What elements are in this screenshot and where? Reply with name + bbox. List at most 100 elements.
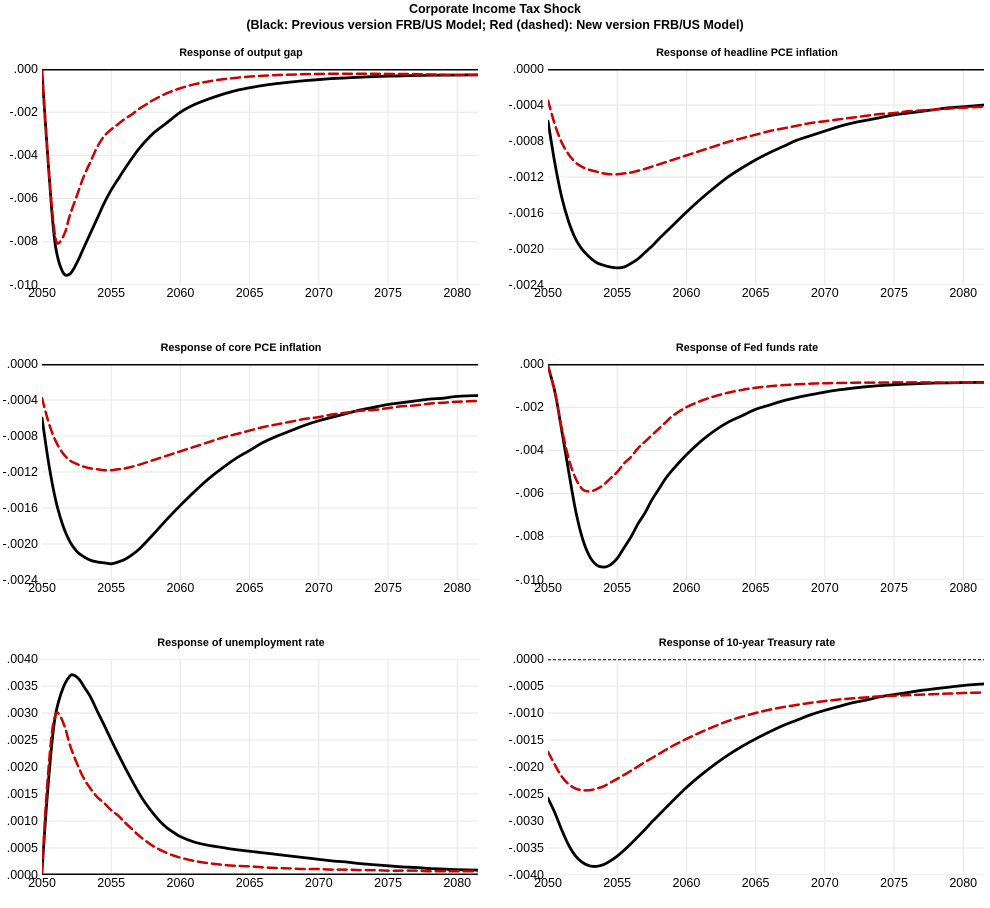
x-tick-label: 2050 bbox=[28, 876, 56, 890]
x-tick-label: 2050 bbox=[28, 286, 56, 300]
x-tick-label: 2075 bbox=[374, 581, 402, 595]
panel-title: Response of unemployment rate bbox=[157, 637, 325, 649]
x-axis-labels: 2050 2055 2060 2065 2070 2075 2080 bbox=[28, 286, 478, 301]
y-axis-labels: .000 -.002 -.004 -.006 -.008 -.010 bbox=[0, 62, 42, 291]
x-tick-label: 2070 bbox=[810, 286, 839, 300]
series-new-model-line bbox=[548, 691, 984, 792]
plot-area bbox=[548, 364, 984, 580]
x-axis-labels: 2050 2055 2060 2065 2070 2075 2080 bbox=[28, 581, 478, 596]
y-tick-label: -.0012 bbox=[508, 169, 544, 184]
x-tick-label: 2055 bbox=[97, 581, 126, 595]
y-tick-label: -.0024 bbox=[2, 572, 38, 587]
x-tick-label: 2070 bbox=[304, 581, 333, 595]
y-tick-label: -.010 bbox=[515, 572, 545, 587]
x-axis-labels: 2050 2055 2060 2065 2070 2075 2080 bbox=[534, 286, 984, 301]
y-tick-label: -.0004 bbox=[508, 97, 544, 112]
x-tick-label: 2060 bbox=[672, 876, 701, 890]
y-axis-labels: .0000 -.0005 -.0010 -.0015 -.0020 -.0025 -.003… bbox=[506, 652, 548, 881]
y-tick-label: -.0015 bbox=[508, 732, 544, 747]
x-axis-labels: 2050 2055 2060 2065 2070 2075 2080 bbox=[534, 876, 984, 891]
y-tick-label: -.010 bbox=[9, 277, 39, 292]
panel-headline-pce-inflation: Response of headline PCE inflation .0000… bbox=[506, 46, 988, 301]
x-tick-label: 2070 bbox=[810, 581, 839, 595]
y-tick-label: .000 bbox=[13, 61, 38, 76]
x-tick-label: 2060 bbox=[166, 876, 195, 890]
x-tick-label: 2055 bbox=[97, 286, 126, 300]
plot-area bbox=[548, 69, 984, 285]
y-tick-label: -.0020 bbox=[2, 536, 38, 551]
panel-unemployment-rate: Response of unemployment rate .0040 .0035… bbox=[0, 636, 482, 891]
x-axis-labels: 2050 2055 2060 2065 2070 2075 2080 bbox=[28, 876, 478, 891]
x-tick-label: 2050 bbox=[28, 581, 56, 595]
series-new-model-line bbox=[42, 711, 478, 874]
plot-area bbox=[42, 364, 478, 580]
y-axis-labels: .0040 .0035 .0030 .0025 .0020 .0015 .0010 .0005… bbox=[0, 652, 42, 881]
y-tick-label: -.006 bbox=[9, 191, 39, 206]
y-tick-label: -.0012 bbox=[2, 464, 38, 479]
panel-output-gap: Response of output gap .000 -.002 -.004 -.0… bbox=[0, 46, 482, 301]
panel-fed-funds-rate: Response of Fed funds rate .000 -.002 -.00… bbox=[506, 341, 988, 596]
series-new-model-line bbox=[42, 396, 478, 472]
x-tick-label: 2055 bbox=[97, 876, 126, 890]
plot-area bbox=[548, 659, 984, 875]
y-tick-label: -.0010 bbox=[508, 705, 544, 720]
plot-area bbox=[42, 659, 478, 875]
y-tick-label: .0035 bbox=[6, 678, 38, 693]
y-tick-label: -.0020 bbox=[508, 241, 544, 256]
y-tick-label: .0000 bbox=[6, 356, 38, 371]
y-tick-label: .0000 bbox=[512, 651, 544, 666]
y-tick-label: -.0030 bbox=[508, 813, 544, 828]
y-tick-label: -.006 bbox=[515, 486, 545, 501]
y-tick-label: .0030 bbox=[6, 705, 38, 720]
y-tick-label: -.0016 bbox=[508, 205, 544, 220]
y-axis-labels: .000 -.002 -.004 -.006 -.008 -.010 bbox=[506, 357, 548, 586]
y-tick-label: -.002 bbox=[9, 104, 39, 119]
x-tick-label: 2060 bbox=[672, 286, 701, 300]
x-tick-label: 2060 bbox=[672, 581, 701, 595]
y-axis-labels: .0000 -.0004 -.0008 -.0012 -.0016 -.0020 -.002… bbox=[506, 62, 548, 291]
y-tick-label: -.0005 bbox=[508, 678, 544, 693]
y-tick-label: -.004 bbox=[9, 147, 39, 162]
y-tick-label: .0005 bbox=[6, 840, 38, 855]
panel-title: Response of 10-year Treasury rate bbox=[658, 637, 836, 649]
x-tick-label: 2055 bbox=[603, 581, 632, 595]
x-tick-label: 2080 bbox=[949, 876, 978, 890]
series-previous-model-line bbox=[42, 69, 478, 277]
figure-header: Corporate Income Tax Shock (Black: Previ… bbox=[0, 2, 990, 33]
x-tick-label: 2055 bbox=[603, 876, 632, 890]
y-tick-label: -.0008 bbox=[508, 133, 544, 148]
y-tick-label: .0020 bbox=[6, 759, 38, 774]
series-previous-model-line bbox=[548, 103, 984, 270]
figure-subtitle-legend: (Black: Previous version FRB/US Model; R… bbox=[246, 18, 744, 32]
y-tick-label: -.0024 bbox=[508, 277, 544, 292]
x-tick-label: 2070 bbox=[810, 876, 839, 890]
plot-area bbox=[42, 69, 478, 285]
y-tick-label: -.0040 bbox=[508, 867, 544, 882]
x-tick-label: 2050 bbox=[534, 876, 562, 890]
y-tick-label: -.0016 bbox=[2, 500, 38, 515]
x-tick-label: 2075 bbox=[374, 876, 402, 890]
series-previous-model-line bbox=[42, 673, 478, 874]
y-tick-label: -.0008 bbox=[2, 428, 38, 443]
y-tick-label: .0015 bbox=[6, 786, 38, 801]
series-new-model-line bbox=[548, 99, 984, 176]
x-tick-label: 2080 bbox=[949, 581, 978, 595]
y-tick-label: .000 bbox=[519, 356, 544, 371]
y-tick-label: .0000 bbox=[6, 867, 38, 882]
figure-title: Corporate Income Tax Shock bbox=[408, 2, 582, 16]
x-tick-label: 2065 bbox=[741, 286, 770, 300]
series-previous-model-line bbox=[42, 394, 478, 566]
series-new-model-line bbox=[548, 364, 984, 493]
x-tick-label: 2050 bbox=[534, 286, 562, 300]
panel-title: Response of core PCE inflation bbox=[160, 342, 322, 354]
y-tick-label: .0010 bbox=[6, 813, 38, 828]
x-tick-label: 2075 bbox=[880, 876, 908, 890]
x-tick-label: 2080 bbox=[443, 286, 472, 300]
y-tick-label: -.0020 bbox=[508, 759, 544, 774]
x-tick-label: 2075 bbox=[374, 286, 402, 300]
x-tick-label: 2080 bbox=[443, 581, 472, 595]
panel-core-pce-inflation: Response of core PCE inflation .0000 -.00… bbox=[0, 341, 482, 596]
y-tick-label: -.004 bbox=[515, 442, 545, 457]
y-tick-label: -.008 bbox=[515, 529, 545, 544]
